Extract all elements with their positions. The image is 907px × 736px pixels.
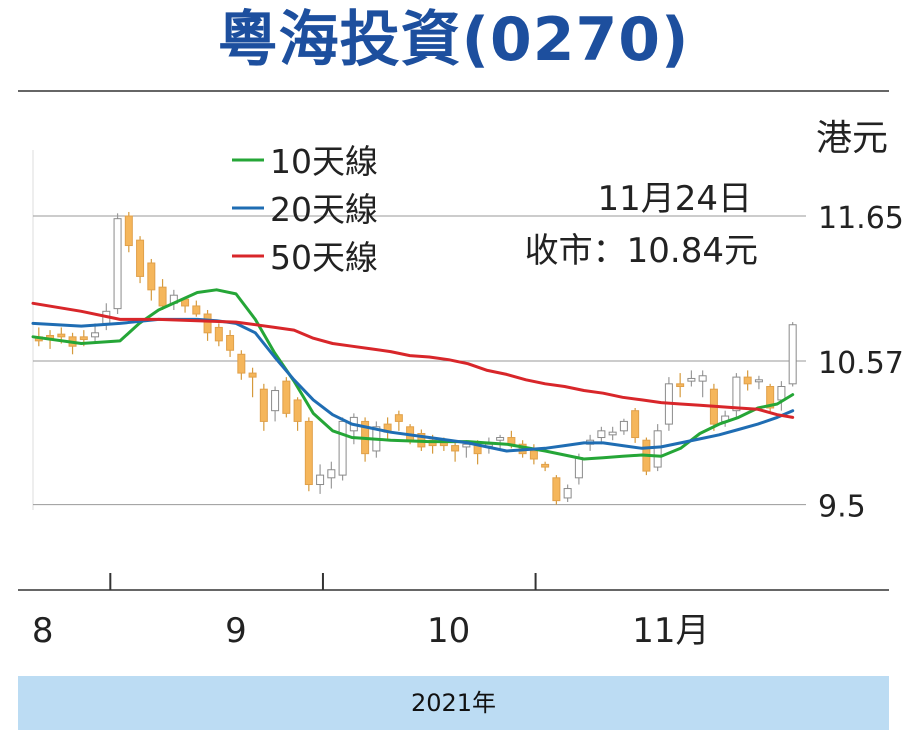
candle-body [293,399,302,422]
candle-body [653,430,662,468]
candle-body [147,262,156,291]
candle-body [304,420,313,486]
candle-body [574,457,583,479]
y-tick-label: 11.65 [818,201,904,236]
y-tick-label: 10.57 [818,346,904,381]
candle-body [214,326,223,342]
candle-body [754,379,763,383]
y-tick-label: 9.5 [818,490,866,525]
annotation-date: 11月24日 [597,179,752,219]
candle-body [563,488,572,499]
candle-body [496,437,505,441]
candle-body [136,239,145,277]
candle-body [91,332,100,338]
candle-body [608,431,617,436]
candle-body [451,445,460,452]
candle-body [203,313,212,334]
candle-body [529,450,538,460]
candle-body [282,380,291,414]
candle-body [394,414,403,422]
candle-body [57,333,66,338]
candle-body [687,377,696,382]
month-label: 8 [32,611,54,651]
candle-body [552,477,561,502]
gridlines [33,215,806,506]
candle-body [259,388,268,422]
ma-line-ma50 [31,301,795,419]
candle-body [192,305,201,315]
candle-body [597,430,606,439]
candle-body [158,286,167,307]
candle-body [248,372,257,378]
chart-title: 粵海投資(0270) [217,5,690,75]
moving-average-lines [31,288,795,461]
x-axis-month-labels: 8 9 10 11月 [32,611,710,651]
candle-body [79,336,88,341]
candle-body [462,443,471,448]
candle-body [226,334,235,351]
legend-label-ma50: 50天線 [270,238,378,277]
annotation-close: 收市：10.84元 [525,231,758,271]
candle-body [788,324,797,385]
candle-body [338,420,347,476]
month-label: 9 [225,611,247,651]
y-axis-ticks: 11.65 10.57 9.5 [818,201,904,525]
y-axis-unit: 港元 [816,118,888,159]
legend: 10天線 20天線 50天線 [232,142,378,277]
ma-line-ma10 [31,288,795,461]
candle-body [777,386,786,401]
candle-body [124,215,133,247]
candle-body [327,469,336,479]
candle-body [113,218,122,310]
footer-band [18,676,889,730]
month-label: 10 [427,611,470,651]
candle-body [676,383,685,388]
candle-body [732,376,741,412]
candle-body [237,353,246,374]
x-axis-month-ticks [109,573,537,590]
legend-label-ma10: 10天線 [270,142,378,181]
candle-body [698,375,707,382]
footer-year: 2021年 [410,689,497,717]
candle-body [316,474,325,486]
candle-body [541,463,550,468]
candle-body [271,390,280,412]
candle-body [619,420,628,432]
candle-body [743,376,752,385]
legend-label-ma20: 20天線 [270,190,378,229]
candle-body [766,386,775,409]
candle-body [631,410,640,439]
month-label: 11月 [632,611,709,651]
